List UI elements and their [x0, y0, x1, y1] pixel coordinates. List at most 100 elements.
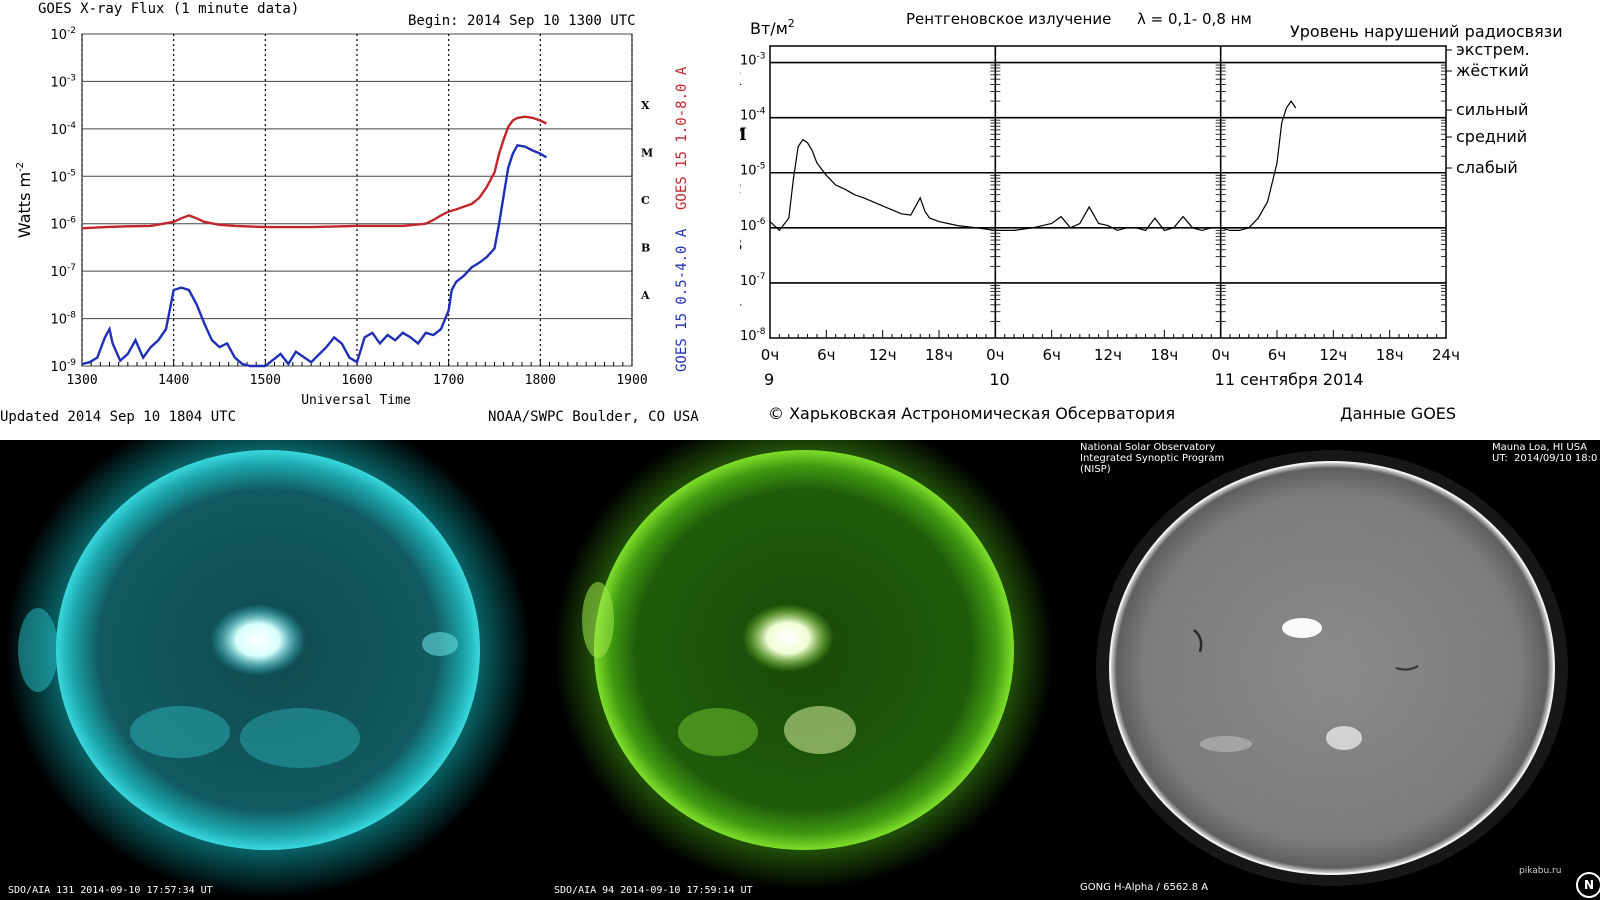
kharkov-day-label: 10	[989, 370, 1009, 389]
kharkov-flare-class-b: B	[740, 235, 742, 255]
kharkov-x-tick-label: 0ч	[761, 346, 779, 364]
goes-y-tick-label: 10-7	[50, 263, 76, 280]
goes-x-tick-label: 1800	[525, 373, 556, 388]
kharkov-x-tick-label: 0ч	[986, 346, 1004, 364]
kharkov-y-ticks: 10-3 10-4 10-5 10-6 10-7 10-8	[740, 52, 766, 344]
kharkov-flare-class-labels: X M C B A	[740, 70, 747, 310]
goes-y-ticks: 10-2 10-3 10-4 10-5 10-6 10-7 10-8 10-9	[50, 26, 76, 375]
goes-legend-long: GOES 15 1.0-8.0 A	[674, 66, 690, 210]
gong-location-label: Mauna Loa, HI USA UT: 2014/09/10 18:0	[1492, 442, 1598, 464]
gong-h-alpha-image: National Solar Observatory Integrated Sy…	[1076, 440, 1600, 900]
kharkov-x-tick-label: 18ч	[925, 346, 953, 364]
nso-corner-logo: N	[1576, 872, 1600, 898]
kharkov-flare-class-a: A	[740, 290, 742, 310]
kharkov-flare-class-m: M	[740, 125, 747, 145]
goes-chart-title: GOES X-ray Flux (1 minute data)	[38, 1, 299, 17]
goes-long-series-line	[81, 115, 547, 230]
kharkov-flare-class-c: C	[740, 180, 742, 200]
goes-x-tick-label: 1900	[616, 373, 647, 388]
gong-observatory-label: National Solar Observatory Integrated Sy…	[1080, 442, 1225, 475]
goes-x-tick-label: 1300	[66, 373, 97, 388]
kharkov-level-label: жёсткий	[1456, 61, 1529, 80]
gong-h-alpha-sun-disk	[1096, 450, 1568, 886]
kharkov-plot-frame	[769, 45, 1447, 339]
kharkov-unit-sup: 2	[788, 17, 795, 30]
kharkov-day-label: 11 сентября 2014	[1215, 370, 1364, 389]
kharkov-level-label: сильный	[1456, 100, 1528, 119]
kharkov-unit-label: Вт/м2	[750, 17, 795, 38]
pikabu-watermark: pikabu.ru	[1519, 866, 1562, 876]
kharkov-chart-title: Рентгеновское излучение	[906, 10, 1111, 28]
kharkov-level-label: слабый	[1456, 158, 1518, 177]
kharkov-data-source: Данные GOES	[1340, 404, 1456, 423]
kharkov-xray-chart: Вт/м2 Рентгеновское излучение λ = 0,1- 0…	[740, 10, 1563, 423]
goes-begin-label: Begin: 2014 Sep 10 1300 UTC	[408, 13, 636, 29]
kharkov-y-tick-label: 10-5	[740, 162, 766, 179]
goes-y-tick-label: 10-5	[50, 168, 76, 185]
sdo-aia-94-image: SDO/AIA 94 2014-09-10 17:59:14 UT	[548, 440, 1076, 900]
kharkov-scale-title: Уровень нарушений радиосвязи	[1290, 22, 1563, 41]
kharkov-lambda-label: λ = 0,1- 0,8 нм	[1137, 10, 1252, 28]
goes-grid	[81, 33, 633, 367]
sdo-aia-131-label: SDO/AIA 131 2014-09-10 17:57:34 UT	[8, 885, 213, 896]
goes-y-tick-label: 10-6	[50, 216, 76, 233]
goes-flare-class-x: X	[641, 99, 650, 112]
goes-xray-chart-panel: GOES X-ray Flux (1 minute data) Begin: 2…	[0, 0, 740, 440]
kharkov-credit: © Харьковская Астрономическая Обсерватор…	[768, 404, 1175, 423]
gong-filter-label: GONG H-Alpha / 6562.8 A	[1080, 882, 1209, 893]
kharkov-day-label: 9	[764, 370, 774, 389]
sdo-aia-94-label: SDO/AIA 94 2014-09-10 17:59:14 UT	[554, 885, 753, 896]
kharkov-x-tick-label: 12ч	[1094, 346, 1122, 364]
sdo-aia-94-sun-disk: SDO/AIA 94 2014-09-10 17:59:14 UT	[554, 440, 1054, 896]
goes-legend-short: GOES 15 0.5-4.0 A	[674, 228, 690, 372]
goes-short-series-line	[81, 143, 548, 368]
kharkov-flux-line	[769, 100, 1297, 232]
kharkov-x-ticks: 0ч 6ч 12ч 18ч 0ч 6ч 12ч 18ч 0ч 6ч 12ч 18ч 24ч	[761, 346, 1460, 364]
goes-y-axis-label-sup: -2	[15, 162, 26, 172]
goes-y-tick-label: 10-8	[50, 311, 76, 328]
goes-flare-class-labels: X M C B A	[640, 99, 653, 302]
kharkov-disturbance-levels: экстрем. жёсткий сильный средний слабый	[1446, 40, 1530, 177]
kharkov-y-tick-label: 10-7	[740, 272, 766, 289]
goes-flare-class-a: A	[640, 289, 650, 302]
goes-flare-class-c: C	[641, 194, 650, 207]
kharkov-y-tick-label: 10-3	[740, 52, 766, 69]
kharkov-x-tick-label: 18ч	[1150, 346, 1178, 364]
goes-y-axis-label-main: Watts m	[15, 172, 34, 238]
goes-x-axis-label: Universal Time	[301, 393, 411, 408]
kharkov-grid	[769, 45, 1447, 339]
kharkov-y-tick-label: 10-6	[740, 217, 766, 234]
goes-y-tick-label: 10-9	[50, 358, 76, 375]
kharkov-x-tick-label: 0ч	[1211, 346, 1229, 364]
kharkov-x-tick-label: 24ч	[1432, 346, 1460, 364]
goes-y-tick-label: 10-2	[50, 26, 76, 43]
goes-x-tick-label: 1400	[158, 373, 189, 388]
goes-source-label: NOAA/SWPC Boulder, CO USA	[488, 409, 699, 425]
goes-flare-class-m: M	[641, 147, 653, 160]
kharkov-flare-class-x: X	[740, 70, 742, 90]
goes-x-tick-label: 1700	[433, 373, 464, 388]
goes-y-tick-label: 10-3	[50, 73, 76, 90]
sdo-aia-131-image: SDO/AIA 131 2014-09-10 17:57:34 UT	[0, 440, 548, 900]
goes-xray-chart: GOES X-ray Flux (1 minute data) Begin: 2…	[0, 1, 699, 425]
sdo-aia-131-sun-disk: SDO/AIA 131 2014-09-10 17:57:34 UT	[6, 440, 530, 898]
kharkov-y-tick-label: 10-8	[740, 327, 766, 344]
kharkov-x-tick-label: 6ч	[1042, 346, 1060, 364]
kharkov-xray-chart-panel: Вт/м2 Рентгеновское излучение λ = 0,1- 0…	[740, 0, 1600, 440]
kharkov-day-labels: 9 10 11 сентября 2014	[764, 370, 1364, 389]
kharkov-x-tick-label: 12ч	[869, 346, 897, 364]
goes-x-ticks: 1300 1400 1500 1600 1700 1800 1900	[66, 373, 647, 388]
goes-flare-class-b: B	[641, 241, 650, 254]
kharkov-level-label: средний	[1456, 127, 1527, 146]
goes-y-tick-label: 10-4	[50, 121, 76, 138]
goes-x-tick-label: 1500	[250, 373, 281, 388]
goes-x-tick-label: 1600	[341, 373, 372, 388]
goes-updated-label: Updated 2014 Sep 10 1804 UTC	[0, 409, 236, 425]
kharkov-x-tick-label: 12ч	[1319, 346, 1347, 364]
kharkov-x-tick-label: 6ч	[1268, 346, 1286, 364]
kharkov-level-label: экстрем.	[1456, 40, 1530, 59]
goes-y-axis-label: Watts m-2	[15, 162, 34, 238]
kharkov-x-tick-label: 6ч	[817, 346, 835, 364]
kharkov-unit-main: Вт/м	[750, 19, 788, 38]
kharkov-x-tick-label: 18ч	[1376, 346, 1404, 364]
